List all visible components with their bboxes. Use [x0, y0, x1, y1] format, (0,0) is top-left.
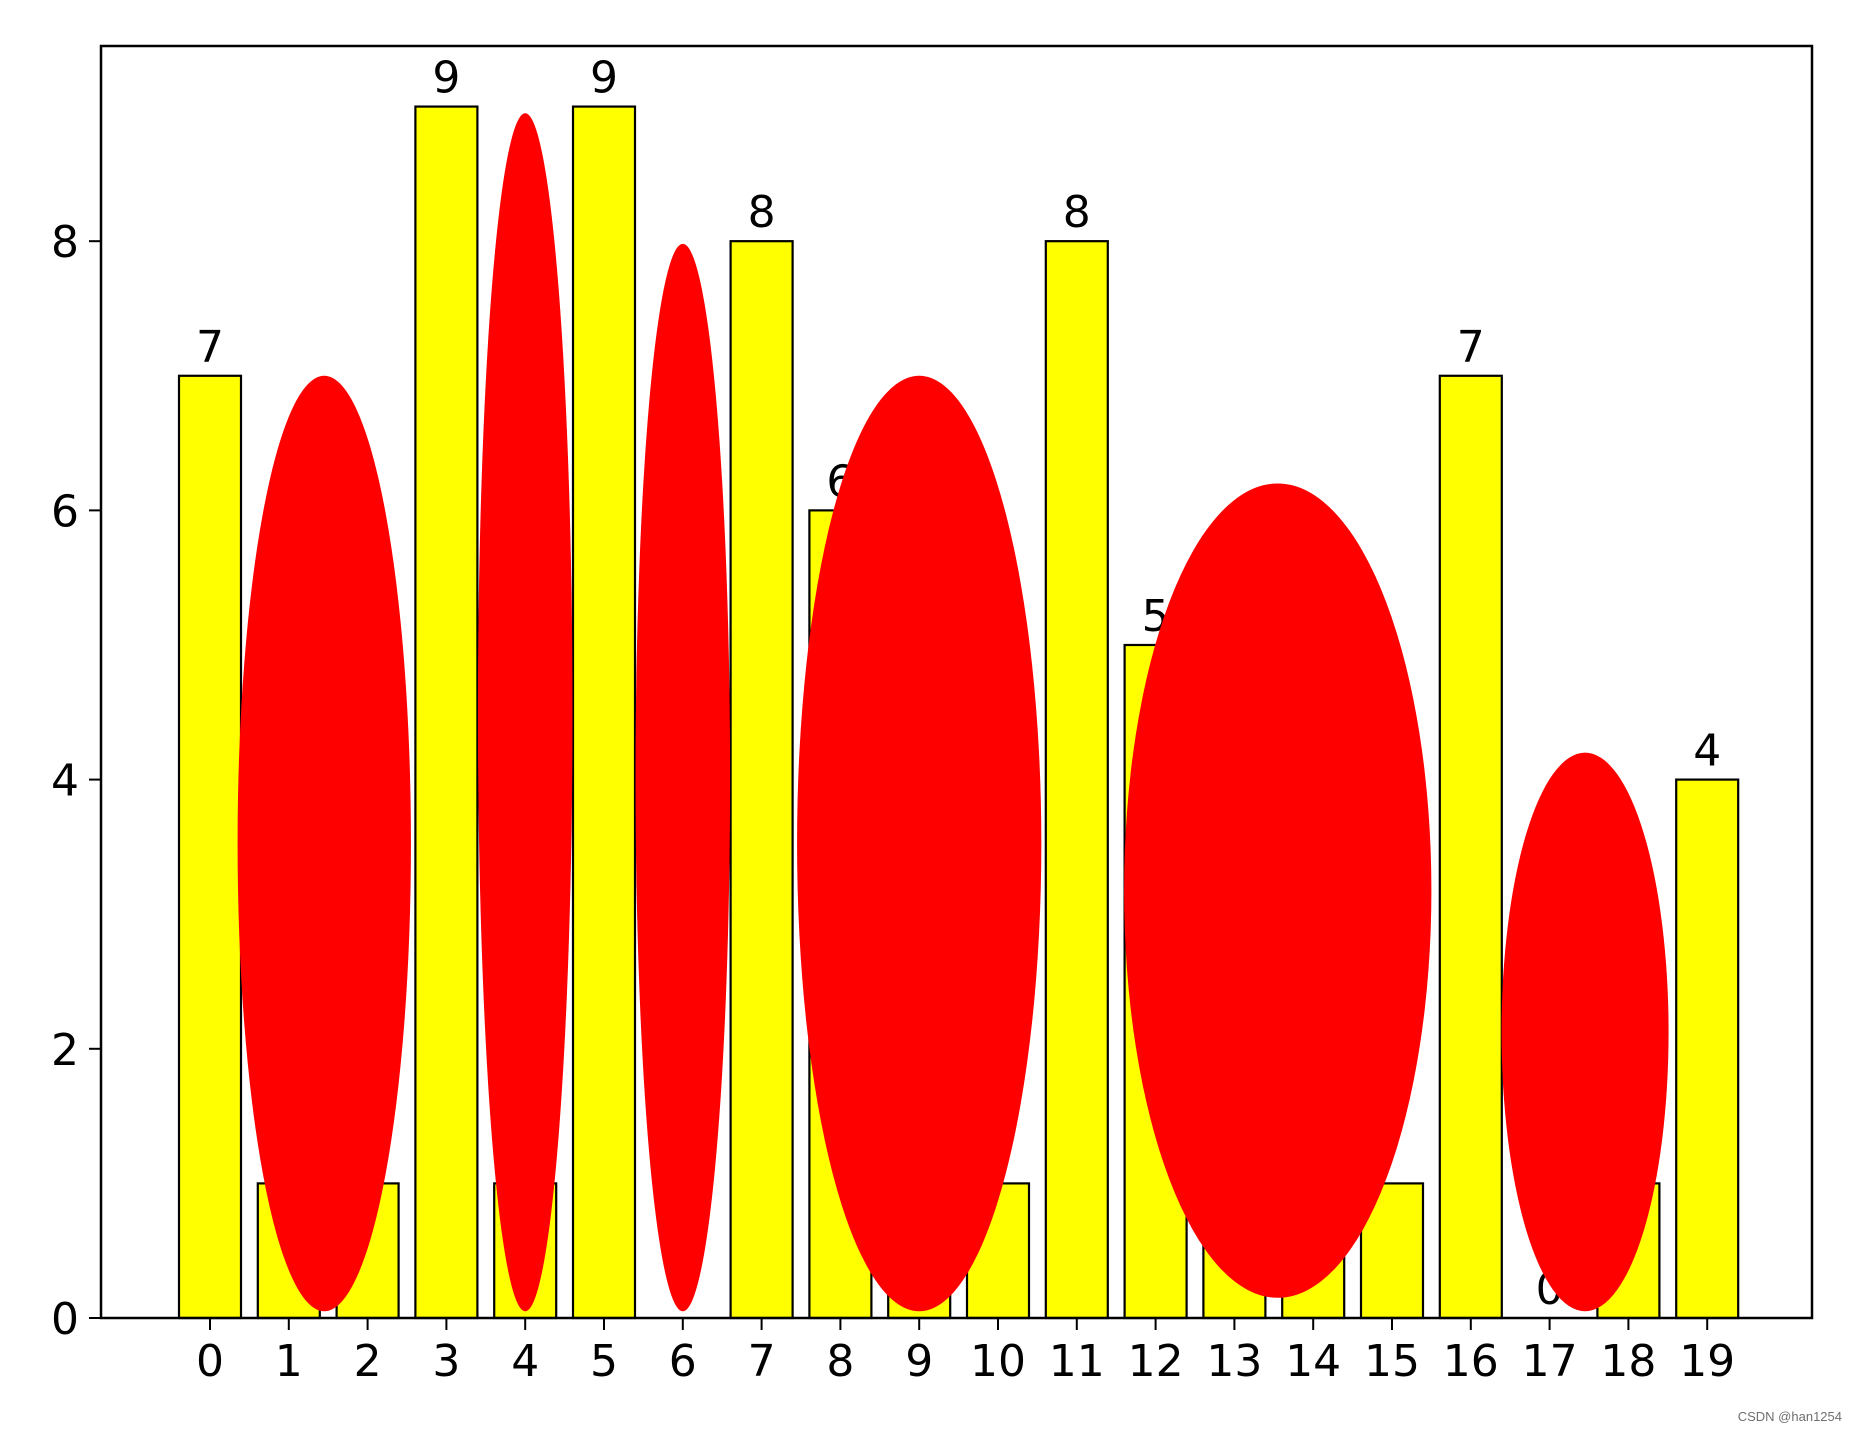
x-tick-label-4: 4 — [511, 1336, 539, 1387]
red-ellipse-overlay-6 — [1501, 752, 1669, 1312]
x-tick-label-16: 16 — [1443, 1336, 1499, 1387]
x-tick-label-12: 12 — [1128, 1336, 1184, 1387]
red-ellipse-overlay-3 — [635, 243, 731, 1312]
x-tick-label-13: 13 — [1206, 1336, 1262, 1387]
x-tick-label-10: 10 — [970, 1336, 1026, 1387]
bar-value-label-0: 7 — [196, 322, 224, 373]
x-tick-label-11: 11 — [1049, 1336, 1105, 1387]
bar-3 — [414, 105, 479, 1320]
y-tick-label-8: 8 — [51, 217, 79, 268]
bar-11 — [1044, 240, 1109, 1320]
y-tick-label-6: 6 — [51, 486, 79, 537]
bar-16 — [1438, 374, 1503, 1320]
x-axis-ticks: 0 1 2 3 4 5 6 7 8 9 10 11 12 13 14 15 16 17 18 19 — [196, 1318, 1735, 1387]
red-ellipse-overlay-5 — [1124, 483, 1432, 1298]
red-overlays-group — [237, 113, 1669, 1312]
x-tick-label-19: 19 — [1679, 1336, 1735, 1387]
bar-19 — [1675, 778, 1740, 1320]
bar-value-label-7: 8 — [748, 187, 776, 238]
x-tick-label-15: 15 — [1364, 1336, 1420, 1387]
y-tick-label-2: 2 — [51, 1025, 79, 1076]
bar-value-label-5: 9 — [590, 53, 618, 104]
x-tick-label-6: 6 — [669, 1336, 697, 1387]
y-axis-ticks: 0 2 4 6 8 — [51, 217, 101, 1345]
bar-value-label-16: 7 — [1457, 322, 1485, 373]
y-tick-label-4: 4 — [51, 756, 79, 807]
x-tick-label-2: 2 — [354, 1336, 382, 1387]
bar-value-label-19: 4 — [1693, 726, 1721, 777]
x-tick-label-14: 14 — [1285, 1336, 1341, 1387]
x-tick-label-3: 3 — [432, 1336, 460, 1387]
bar-value-label-11: 8 — [1063, 187, 1091, 238]
y-tick-label-0: 0 — [51, 1294, 79, 1345]
x-tick-label-18: 18 — [1600, 1336, 1656, 1387]
bar-5 — [571, 105, 637, 1320]
x-tick-label-5: 5 — [590, 1336, 618, 1387]
plot-frame — [99, 44, 1814, 1320]
x-tick-label-7: 7 — [748, 1336, 776, 1387]
red-ellipse-overlay-4 — [797, 375, 1042, 1312]
bars-group — [177, 105, 1740, 1320]
x-tick-label-1: 1 — [275, 1336, 303, 1387]
x-tick-label-0: 0 — [196, 1336, 224, 1387]
bar-0 — [177, 374, 243, 1320]
red-ellipse-overlay-2 — [477, 113, 573, 1312]
x-tick-label-17: 17 — [1522, 1336, 1578, 1387]
x-tick-label-8: 8 — [826, 1336, 854, 1387]
watermark: CSDN @han1254 — [1737, 1409, 1842, 1424]
bar-7 — [729, 240, 794, 1320]
bar-value-label-3: 9 — [432, 53, 460, 104]
red-ellipse-overlay-1 — [237, 375, 411, 1312]
x-tick-label-9: 9 — [905, 1336, 933, 1387]
